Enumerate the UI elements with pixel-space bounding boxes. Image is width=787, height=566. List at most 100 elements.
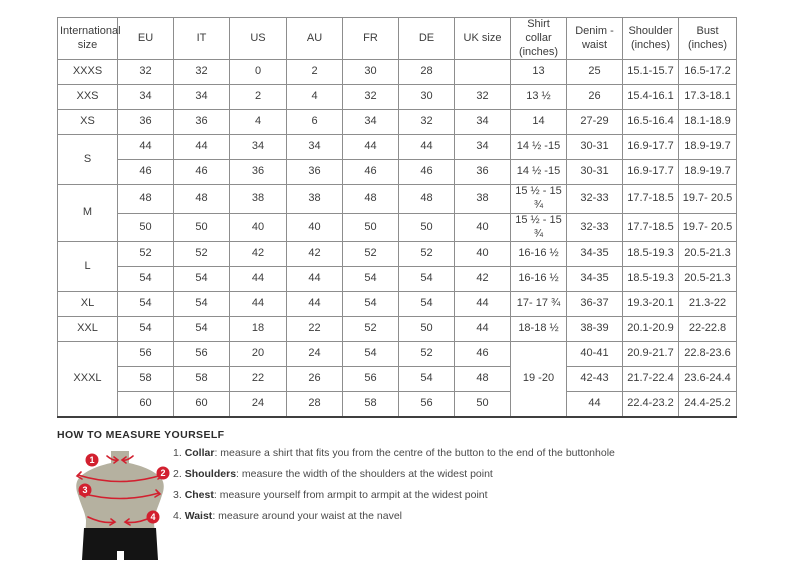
- table-cell: 18.1-18.9: [678, 109, 737, 136]
- column-header: US: [229, 16, 287, 61]
- badge-2-number: 2: [160, 468, 165, 478]
- table-cell: 20: [229, 341, 287, 368]
- mannequin-figure-illustration: 1 2 3 4: [75, 451, 170, 560]
- table-cell: 50: [454, 391, 511, 418]
- size-table: International size EU IT US AU FR DE UK size Shi…: [57, 16, 737, 418]
- table-cell: 20.9-21.7: [622, 341, 679, 368]
- table-cell: 28: [286, 391, 343, 418]
- table-cell: 19.7- 20.5: [678, 212, 737, 243]
- column-header: Shoulder (inches): [622, 16, 679, 61]
- table-row: S 44 44 34 34 44 44 34 14 ½ -15 30-31 16.9-17.7 18.…: [57, 134, 737, 186]
- table-cell: 42-43: [566, 366, 623, 393]
- column-header: International size: [57, 16, 121, 61]
- badge-3-number: 3: [82, 485, 87, 495]
- table-cell: 52: [173, 241, 230, 268]
- table-cell: 40: [454, 241, 511, 268]
- table-cell: 22: [286, 316, 343, 343]
- waist-line-left: [87, 516, 115, 524]
- column-header: IT: [173, 16, 230, 61]
- table-cell: 54: [117, 316, 174, 343]
- measure-step: 1. Collar: measure a shirt that fits you…: [173, 447, 615, 459]
- table-cell: 18.5-19.3: [622, 241, 679, 268]
- table-cell: 44: [454, 291, 511, 318]
- table-cell: 56: [173, 341, 230, 368]
- table-cell: 44: [173, 134, 230, 161]
- table-cell: 16.5-16.4: [622, 109, 679, 136]
- table-cell: 18-18 ½: [510, 316, 567, 343]
- table-cell: 16-16 ½: [510, 266, 567, 293]
- table-cell: 46: [173, 159, 230, 186]
- table-cell: 52: [398, 241, 455, 268]
- table-row: XL 54 54 44 44 54 54 44 17- 17 ¾ 36-37 19.3-20.1 21…: [57, 291, 737, 318]
- table-cell: 54: [342, 266, 399, 293]
- table-cell: 19 -20: [510, 341, 567, 418]
- table-cell: 15.4-16.1: [622, 84, 679, 111]
- table-cell: 14 ½ -15: [510, 134, 567, 161]
- table-cell: 54: [117, 291, 174, 318]
- table-cell: 14 ½ -15: [510, 159, 567, 186]
- table-cell: 14: [510, 109, 567, 136]
- shoulders-line: [77, 474, 163, 483]
- table-cell: 17.7-18.5: [622, 212, 679, 243]
- table-cell: 21.3-22: [678, 291, 737, 318]
- table-cell: 56: [117, 341, 174, 368]
- table-cell: 36-37: [566, 291, 623, 318]
- table-cell: 15 ½ - 15 ¾: [510, 184, 567, 214]
- table-cell: 52: [342, 241, 399, 268]
- table-cell: 16.9-17.7: [622, 134, 679, 161]
- badge-1-circle: [85, 453, 99, 467]
- measure-step: 4. Waist: measure around your waist at t…: [173, 510, 402, 522]
- table-cell: 40-41: [566, 341, 623, 368]
- table-cell: 44: [286, 291, 343, 318]
- table-cell: 38-39: [566, 316, 623, 343]
- table-row: 58 58 22 26 56 54 48 42-43 21.7-22.4 23.6-24.4: [58, 366, 737, 393]
- measure-steps: 1. Collar: measure a shirt that fits you…: [173, 443, 733, 527]
- table-cell: 23.6-24.4: [678, 366, 737, 393]
- column-header: UK size: [454, 16, 511, 61]
- table-cell: 2: [286, 59, 343, 86]
- table-cell: 18.9-19.7: [678, 159, 737, 186]
- table-row: XXL 54 54 18 22 52 50 44 18-18 ½ 38-39 20.1-20.9 22…: [57, 316, 737, 343]
- column-header: AU: [286, 16, 343, 61]
- table-cell: 17- 17 ¾: [510, 291, 567, 318]
- table-cell: 32: [454, 84, 511, 111]
- table-cell: 36: [173, 109, 230, 136]
- table-cell: 16.5-17.2: [678, 59, 737, 86]
- table-cell: 20.5-21.3: [678, 241, 737, 268]
- table-cell: 50: [173, 212, 230, 243]
- table-cell: 50: [117, 212, 174, 243]
- table-row: 60 60 24 28 58 56 50 44 22.4-23.2 24.4-25.2: [58, 391, 737, 418]
- table-cell: 58: [117, 366, 174, 393]
- table-cell: 52: [117, 241, 174, 268]
- table-cell: 24: [286, 341, 343, 368]
- measure-badges: 1 2 3 4: [78, 453, 170, 524]
- size-label-cell: XL: [57, 291, 118, 318]
- table-cell: 17.7-18.5: [622, 184, 679, 214]
- badge-2-circle: [156, 466, 170, 480]
- table-cell: 34: [173, 84, 230, 111]
- table-cell: 44: [229, 291, 287, 318]
- table-cell: 54: [117, 266, 174, 293]
- size-label-cell: XXXS: [57, 59, 118, 86]
- table-cell: 50: [398, 316, 455, 343]
- table-cell: 22.8-23.6: [678, 341, 737, 368]
- table-cell: 19.7- 20.5: [678, 184, 737, 214]
- table-cell: 15 ½ - 15 ¾: [510, 212, 567, 243]
- table-cell: 4: [229, 109, 287, 136]
- table-cell: 18.9-19.7: [678, 134, 737, 161]
- table-cell: 44: [342, 134, 399, 161]
- column-header: EU: [117, 16, 174, 61]
- table-row: XS 36 36 4 6 34 32 34 14 27-29 16.5-16.4 18.1-18.9: [57, 109, 737, 136]
- column-header: Shirt collar (inches): [510, 16, 567, 61]
- table-cell: 42: [286, 241, 343, 268]
- size-label-cell: M: [57, 184, 118, 243]
- size-label-cell: XXXL: [57, 341, 118, 418]
- table-cell: 16-16 ½: [510, 241, 567, 268]
- table-cell: 38: [286, 184, 343, 214]
- measure-step: 2. Shoulders: measure the width of the s…: [173, 468, 493, 480]
- table-cell: 48: [173, 184, 230, 214]
- table-cell: 34-35: [566, 241, 623, 268]
- table-cell: 44: [286, 266, 343, 293]
- table-cell: 19.3-20.1: [622, 291, 679, 318]
